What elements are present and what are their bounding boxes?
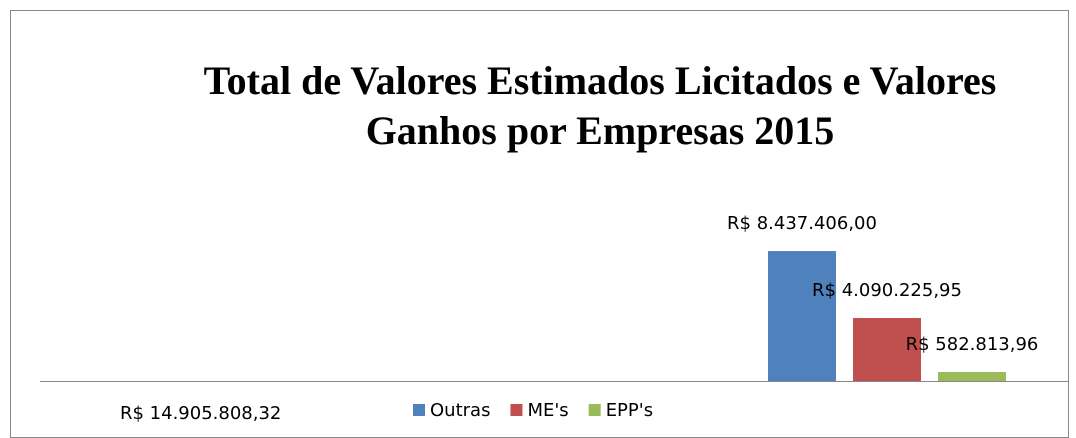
legend-label: ME's [527, 400, 568, 421]
legend-swatch [413, 404, 425, 416]
legend-label: EPP's [606, 400, 653, 421]
chart-title: Ganhos por Empresas 2015 [366, 108, 835, 153]
legend-label: Outras [430, 400, 490, 421]
legend-swatch [510, 404, 523, 416]
bar [853, 318, 921, 381]
annotation: R$ 14.905.808,32 [120, 403, 281, 424]
chart-title: Total de Valores Estimados Licitados e V… [204, 58, 997, 103]
bar [768, 251, 836, 381]
data-label: R$ 582.813,96 [906, 334, 1039, 355]
bar [938, 372, 1006, 381]
data-label: R$ 4.090.225,95 [812, 280, 962, 301]
data-label: R$ 8.437.406,00 [727, 213, 877, 234]
legend-swatch [588, 404, 601, 416]
